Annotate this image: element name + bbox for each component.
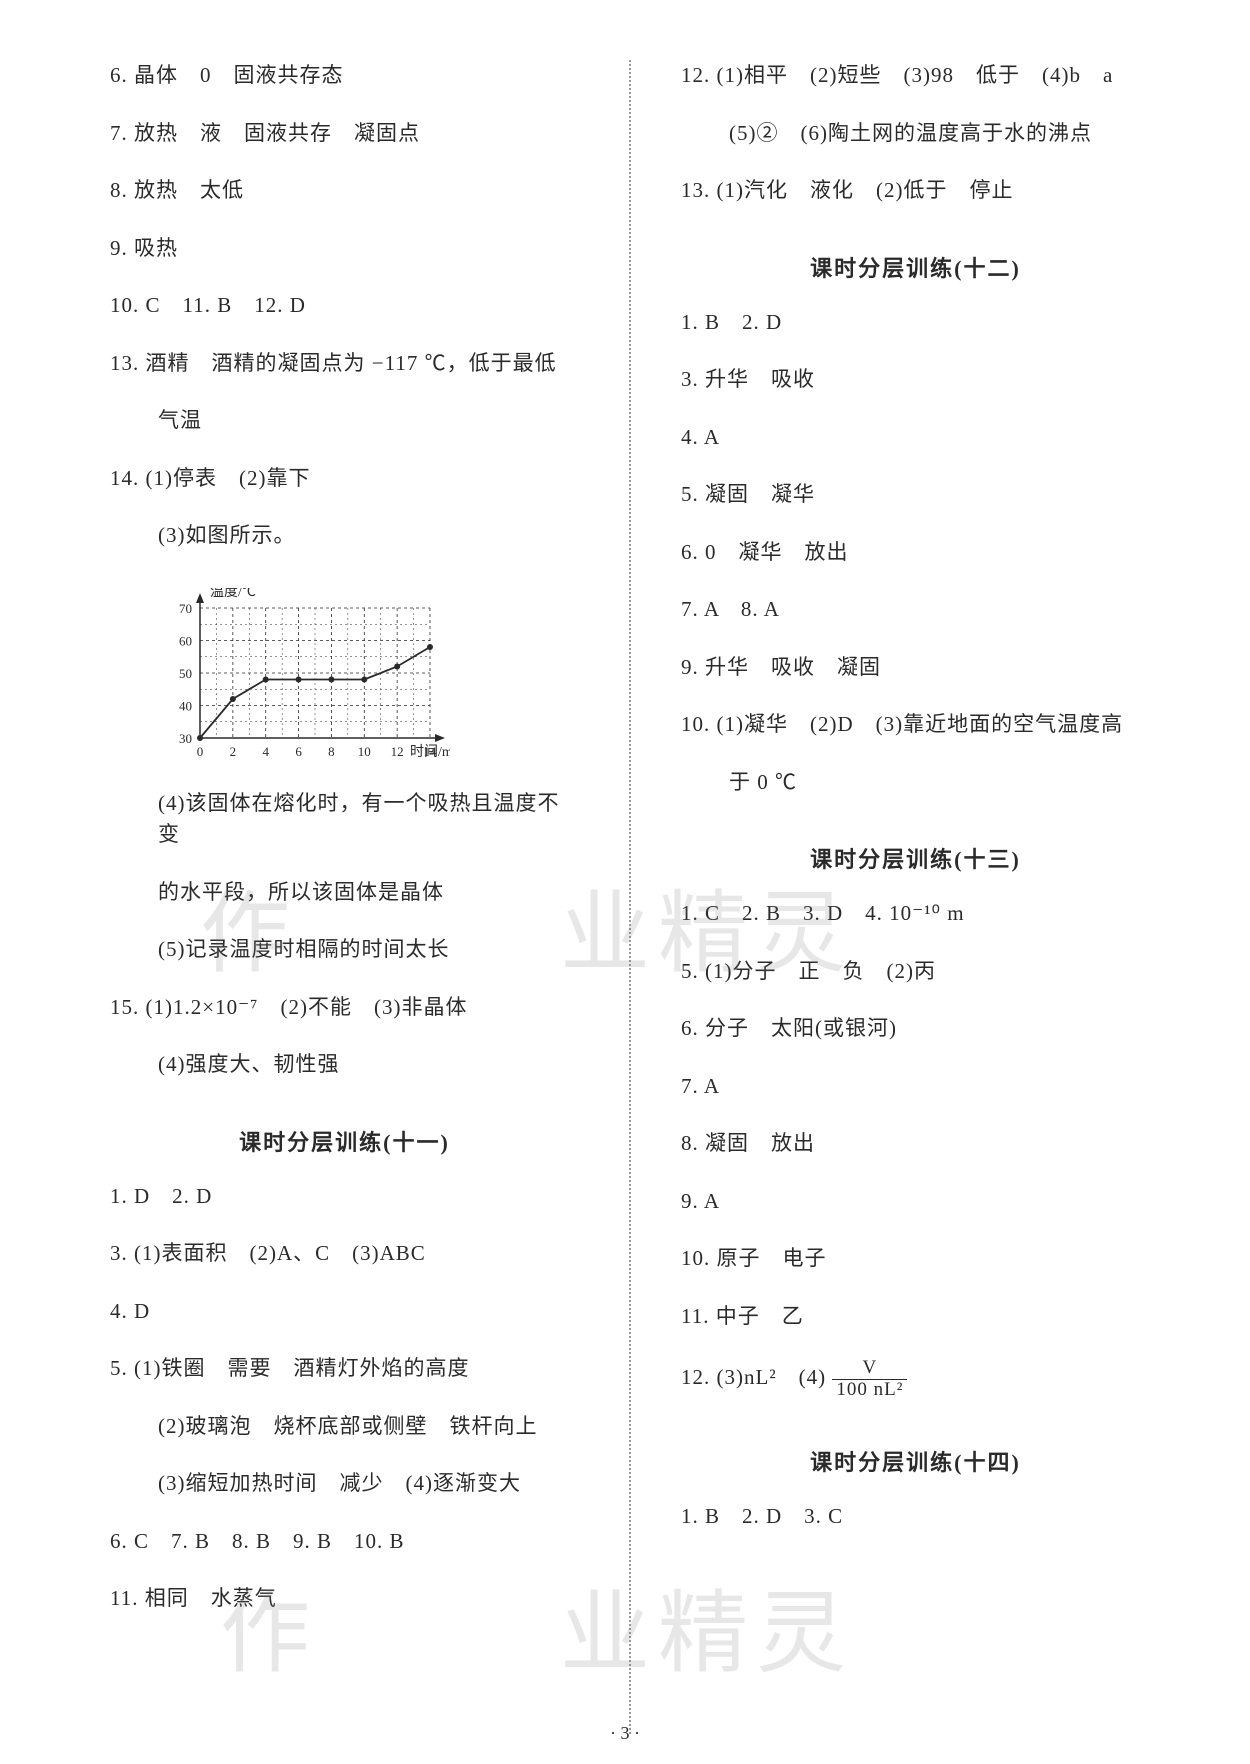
answer-line: 8. 放热 太低: [110, 175, 579, 207]
svg-text:40: 40: [179, 698, 192, 713]
answer-line: (5)② (6)陶土网的温度高于水的沸点: [681, 118, 1150, 150]
answer-line: 3. 升华 吸收: [681, 364, 1150, 396]
answer-line: 6. 晶体 0 固液共存态: [110, 60, 579, 92]
answer-line: 1. C 2. B 3. D 4. 10⁻¹⁰ m: [681, 898, 1150, 930]
answer-line: 8. 凝固 放出: [681, 1128, 1150, 1160]
answer-line: 13. 酒精 酒精的凝固点为 −117 ℃，低于最低: [110, 348, 579, 380]
answer-line: 4. A: [681, 422, 1150, 454]
answer-line: 12. (1)相平 (2)短些 (3)98 低于 (4)b a: [681, 60, 1150, 92]
svg-text:2: 2: [230, 744, 237, 759]
answer-line: 7. A 8. A: [681, 594, 1150, 626]
answer-line: 5. (1)分子 正 负 (2)丙: [681, 956, 1150, 988]
answer-line: 6. 0 凝华 放出: [681, 537, 1150, 569]
answer-line: 10. (1)凝华 (2)D (3)靠近地面的空气温度高: [681, 709, 1150, 741]
section-title-11: 课时分层训练(十一): [110, 1125, 579, 1157]
answer-line: 14. (1)停表 (2)靠下: [110, 463, 579, 495]
answer-line: 1. B 2. D 3. C: [681, 1501, 1150, 1533]
answer-line: (3)缩短加热时间 减少 (4)逐渐变大: [110, 1468, 579, 1500]
svg-text:50: 50: [179, 666, 192, 681]
answer-line: 3. (1)表面积 (2)A、C (3)ABC: [110, 1238, 579, 1270]
answer-line: 9. 吸热: [110, 233, 579, 265]
right-column: 12. (1)相平 (2)短些 (3)98 低于 (4)b a (5)② (6)…: [681, 60, 1150, 1734]
answer-line: 11. 中子 乙: [681, 1301, 1150, 1333]
answer-line: 11. 相同 水蒸气: [110, 1583, 579, 1615]
section-title-14: 课时分层训练(十四): [681, 1445, 1150, 1477]
answer-line: 15. (1)1.2×10⁻⁷ (2)不能 (3)非晶体: [110, 992, 579, 1024]
answer-line: 的水平段，所以该固体是晶体: [110, 877, 579, 909]
fraction-numerator: V: [832, 1358, 907, 1380]
answer-line: (2)玻璃泡 烧杯底部或侧壁 铁杆向上: [110, 1411, 579, 1443]
answer-line: 7. 放热 液 固液共存 凝固点: [110, 118, 579, 150]
answer-line: 5. (1)铁圈 需要 酒精灯外焰的高度: [110, 1353, 579, 1385]
answer-line: (5)记录温度时相隔的时间太长: [110, 934, 579, 966]
svg-text:30: 30: [179, 731, 192, 746]
answer-line: 10. 原子 电子: [681, 1243, 1150, 1275]
answer-line: 7. A: [681, 1071, 1150, 1103]
answer-line: (4)强度大、韧性强: [110, 1049, 579, 1081]
answer-line: 于 0 ℃: [681, 767, 1150, 799]
left-column: 6. 晶体 0 固液共存态 7. 放热 液 固液共存 凝固点 8. 放热 太低 …: [110, 60, 579, 1734]
section-title-13: 课时分层训练(十三): [681, 842, 1150, 874]
section-title-12: 课时分层训练(十二): [681, 251, 1150, 283]
answer-line: 6. 分子 太阳(或银河): [681, 1013, 1150, 1045]
page-number: · 3 ·: [610, 1723, 640, 1744]
answer-line: 4. D: [110, 1296, 579, 1328]
answer-line: (4)该固体在熔化时，有一个吸热且温度不变: [110, 788, 579, 851]
svg-text:4: 4: [262, 744, 269, 759]
svg-text:70: 70: [179, 601, 192, 616]
answer-line: 10. C 11. B 12. D: [110, 290, 579, 322]
temperature-chart: 024681012143040506070温度/℃时间/min: [160, 588, 579, 768]
item-12-prefix: 12. (3)nL² (4): [681, 1365, 826, 1389]
svg-text:8: 8: [328, 744, 335, 759]
answer-line: 气温: [110, 405, 579, 437]
answer-line: 9. A: [681, 1186, 1150, 1218]
svg-text:60: 60: [179, 633, 192, 648]
answer-line: 9. 升华 吸收 凝固: [681, 652, 1150, 684]
svg-text:12: 12: [391, 744, 404, 759]
svg-text:10: 10: [358, 744, 371, 759]
fraction-denominator: 100 nL²: [832, 1380, 907, 1401]
svg-text:0: 0: [197, 744, 204, 759]
answer-line-12-frac: 12. (3)nL² (4) V 100 nL²: [681, 1358, 1150, 1401]
column-divider: [629, 60, 631, 1734]
svg-text:时间/min: 时间/min: [410, 744, 450, 760]
svg-text:温度/℃: 温度/℃: [210, 588, 256, 600]
svg-text:6: 6: [295, 744, 302, 759]
fraction: V 100 nL²: [832, 1358, 907, 1401]
page-content: 6. 晶体 0 固液共存态 7. 放热 液 固液共存 凝固点 8. 放热 太低 …: [110, 60, 1150, 1734]
answer-line: 6. C 7. B 8. B 9. B 10. B: [110, 1526, 579, 1558]
answer-line: 5. 凝固 凝华: [681, 479, 1150, 511]
answer-line: 1. B 2. D: [681, 307, 1150, 339]
chart-svg: 024681012143040506070温度/℃时间/min: [160, 588, 450, 768]
answer-line: 13. (1)汽化 液化 (2)低于 停止: [681, 175, 1150, 207]
answer-line: 1. D 2. D: [110, 1181, 579, 1213]
answer-line: (3)如图所示。: [110, 520, 579, 552]
